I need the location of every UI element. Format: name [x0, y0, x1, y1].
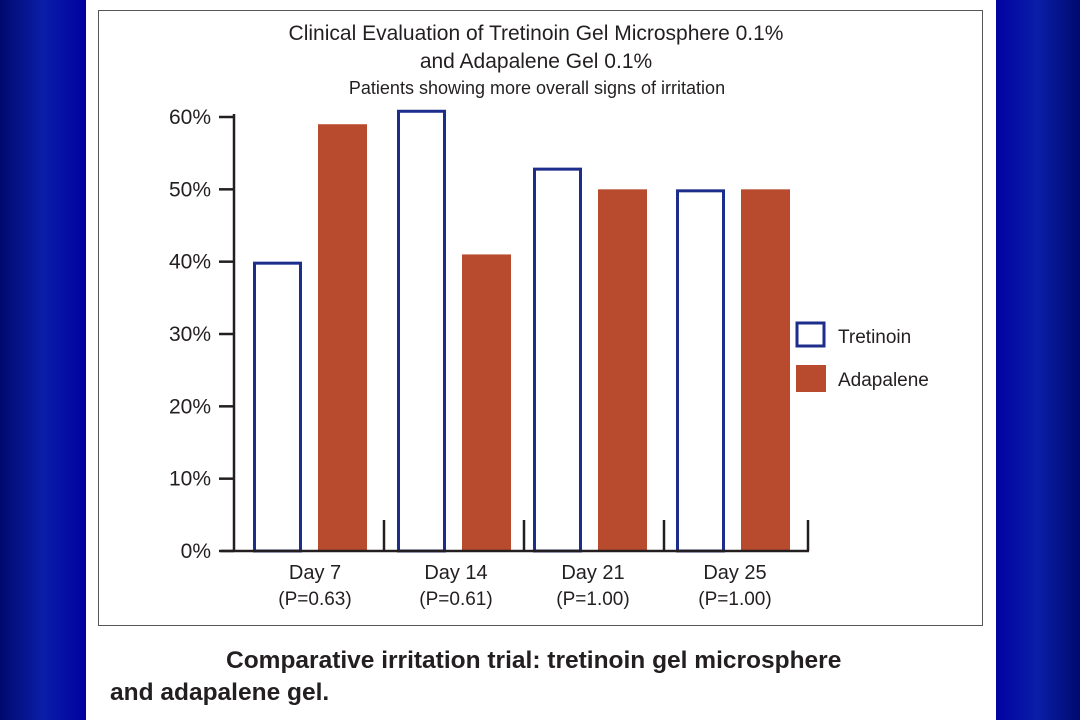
y-tick-label: 30% [169, 323, 211, 346]
bar-tretinoin [253, 261, 302, 553]
bar-adapalene [598, 189, 647, 552]
x-tick-label: Day 14 [424, 562, 487, 584]
y-tick-label: 0% [181, 540, 211, 563]
bar-tretinoin [533, 167, 582, 553]
x-tick-label: Day 25 [703, 562, 766, 584]
y-axis: 0% 10% 20% 30% 40% 50% 60% [169, 106, 236, 563]
legend-label-tretinoin: Tretinoin [838, 327, 911, 348]
bar-tretinoin [676, 189, 725, 553]
x-axis: Day 7 (P=0.63) Day 14 (P=0.61) Day 21 (P=1.00… [221, 520, 810, 610]
bar-adapalene [318, 124, 367, 551]
figure-caption: Comparative irritation trial: tretinoin … [110, 645, 990, 709]
legend: Tretinoin Adapalene [795, 321, 929, 392]
chart-frame [98, 10, 983, 626]
chart-subtitle: Patients showing more overall signs of i… [349, 78, 725, 98]
y-tick-label: 60% [169, 106, 211, 129]
x-pvalue-label: (P=0.61) [419, 589, 492, 610]
bar-adapalene [462, 254, 511, 551]
y-tick-label: 40% [169, 251, 211, 274]
x-pvalue-label: (P=1.00) [698, 589, 771, 610]
legend-swatch-tretinoin [795, 321, 826, 348]
y-tick-label: 50% [169, 178, 211, 201]
caption-line-1: Comparative irritation trial: tretinoin … [226, 647, 842, 674]
bar-tretinoin [397, 109, 446, 553]
x-pvalue-label: (P=1.00) [556, 589, 629, 610]
chart-title: Clinical Evaluation of Tretinoin Gel Mic… [289, 22, 784, 45]
bar-adapalene [741, 189, 790, 552]
legend-label-adapalene: Adapalene [838, 370, 929, 391]
x-tick-label: Day 21 [561, 562, 624, 584]
bar-chart: Clinical Evaluation of Tretinoin Gel Mic… [169, 22, 929, 610]
chart-title-line2: and Adapalene Gel 0.1% [420, 50, 652, 73]
x-tick-label: Day 7 [289, 562, 341, 584]
bars [253, 109, 790, 553]
legend-swatch-adapalene [796, 365, 826, 392]
y-tick-label: 20% [169, 395, 211, 418]
caption-line-2: and adapalene gel. [110, 679, 330, 706]
scanned-page: Clinical Evaluation of Tretinoin Gel Mic… [86, 0, 996, 720]
y-tick-label: 10% [169, 468, 211, 491]
x-pvalue-label: (P=0.63) [278, 589, 351, 610]
